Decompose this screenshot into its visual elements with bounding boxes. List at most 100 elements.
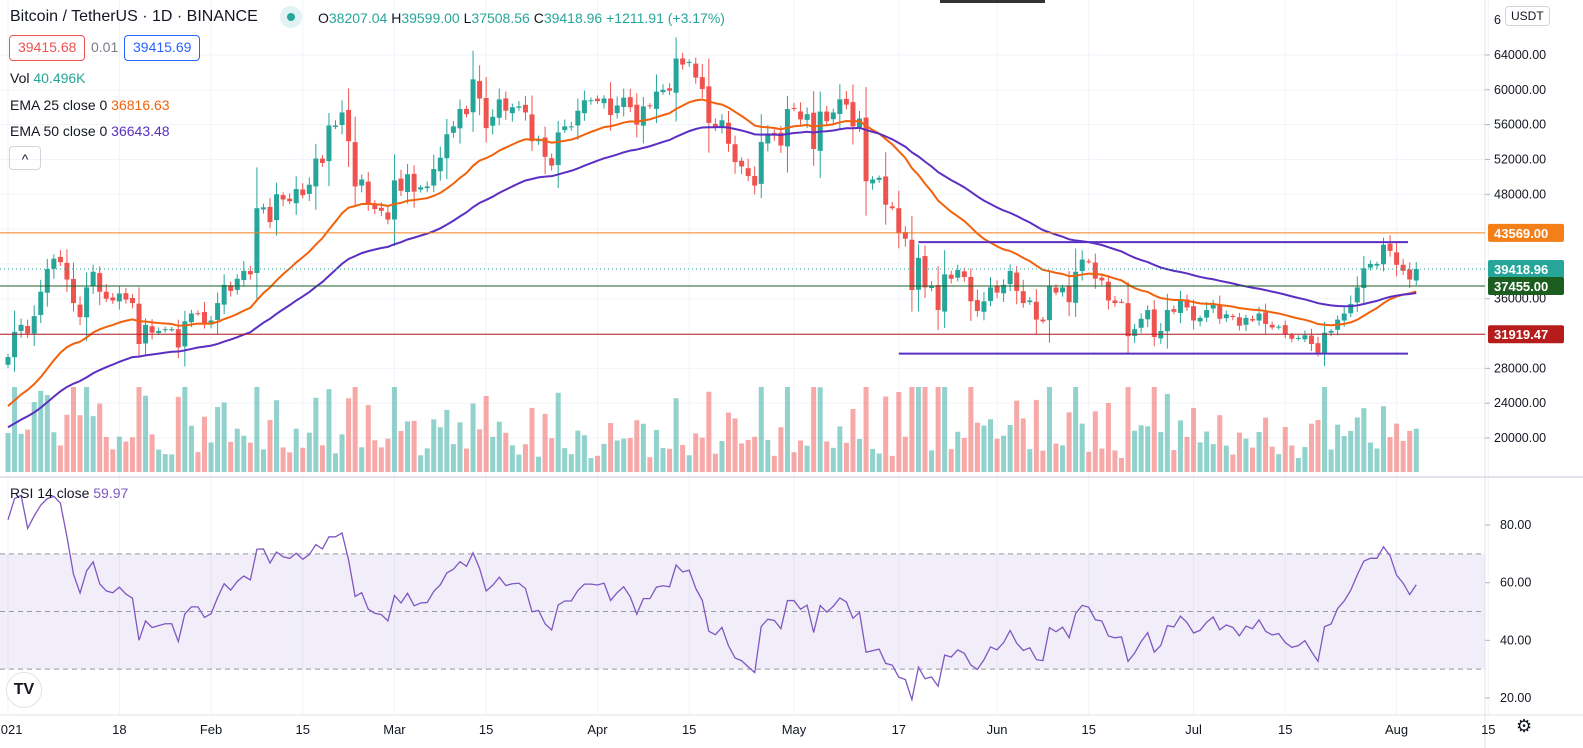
candle-body	[300, 189, 306, 196]
candle-body	[1073, 271, 1079, 303]
settings-gear-icon[interactable]: ⚙	[1516, 716, 1533, 736]
volume-bar	[562, 448, 568, 472]
candle-body	[116, 293, 122, 302]
candle-body	[1046, 286, 1052, 321]
candle-body	[156, 330, 162, 333]
volume-bar	[470, 403, 476, 472]
rsi-tick-label: 20.00	[1500, 691, 1531, 705]
ema50-legend[interactable]: EMA 50 close 0 36643.48	[10, 123, 170, 139]
candle	[778, 125, 784, 153]
candle-body	[202, 312, 207, 324]
candle	[12, 310, 18, 372]
candle-body	[686, 61, 692, 63]
candle	[129, 294, 135, 309]
candle	[608, 82, 614, 131]
candle-body	[195, 313, 201, 315]
collapse-legend-button[interactable]: ^	[9, 146, 41, 170]
candle	[1164, 293, 1170, 349]
volume-bar	[503, 432, 509, 472]
candle	[1079, 250, 1085, 281]
volume-bar	[909, 387, 915, 472]
volume-bar	[352, 387, 358, 472]
candle	[647, 103, 653, 110]
symbol-title[interactable]: Bitcoin / TetherUS · 1D · BINANCE	[10, 8, 258, 25]
candle-body	[444, 134, 450, 159]
candle	[274, 182, 280, 236]
buy-button[interactable]: 39415.69	[124, 35, 201, 61]
volume-bar	[1171, 450, 1177, 472]
candle-body	[241, 270, 247, 281]
price-tick-label: 28000.00	[1494, 361, 1546, 375]
candle	[44, 258, 50, 307]
candle	[627, 88, 633, 113]
candle	[503, 91, 509, 120]
candle-body	[726, 122, 731, 144]
volume-bar	[1394, 423, 1400, 472]
candle-body	[267, 206, 273, 223]
candle	[1027, 296, 1033, 305]
candle	[346, 88, 352, 167]
candle	[660, 84, 666, 95]
volume-bar	[843, 442, 849, 472]
volume-bar	[516, 454, 522, 472]
candle	[974, 289, 980, 317]
candle	[418, 185, 424, 193]
time-tick-label: 15	[682, 722, 696, 737]
volume-bar	[863, 387, 869, 472]
ema25-legend[interactable]: EMA 25 close 0 36816.63	[10, 97, 170, 113]
rsi-legend[interactable]: RSI 14 close 59.97	[10, 485, 129, 501]
candle	[477, 65, 483, 116]
candle-body	[1328, 330, 1334, 333]
candle-body	[274, 194, 280, 221]
volume-bar	[1073, 387, 1079, 472]
candle	[287, 193, 293, 205]
volume-bar	[680, 444, 686, 472]
candle	[568, 121, 574, 131]
price-label: 43569.00	[1494, 226, 1548, 241]
candle-body	[608, 98, 614, 116]
volume-bar	[902, 436, 908, 472]
volume-bar	[693, 433, 699, 472]
candle-body	[418, 187, 424, 190]
sell-button[interactable]: 39415.68	[9, 35, 86, 61]
candle-body	[378, 207, 384, 211]
candle	[909, 215, 915, 312]
candle-body	[614, 105, 620, 114]
candle-body	[935, 285, 941, 311]
tradingview-logo[interactable]: TV	[6, 672, 42, 708]
volume-bar	[791, 452, 797, 472]
candle-body	[1014, 272, 1020, 291]
time-tick-label: 15	[1082, 722, 1096, 737]
volume-bar	[640, 423, 646, 472]
candle-body	[1223, 314, 1229, 319]
volume-bar	[529, 407, 535, 472]
candle	[915, 244, 921, 312]
candle-body	[450, 126, 456, 133]
candle	[1184, 294, 1190, 311]
candle	[798, 102, 804, 127]
candle-body	[988, 287, 993, 302]
volume-legend[interactable]: Vol 40.496K	[10, 70, 86, 86]
volume-bar	[1138, 425, 1144, 472]
time-tick-label: Jun	[987, 722, 1008, 737]
candle-body	[110, 297, 116, 301]
volume-bar	[365, 405, 371, 472]
candle-body	[660, 89, 666, 93]
candle-body	[169, 329, 175, 331]
candle	[726, 110, 731, 152]
candle	[319, 154, 325, 167]
volume-bar	[536, 456, 542, 472]
candle	[1328, 329, 1334, 337]
candle	[1269, 321, 1275, 330]
currency-button[interactable]: USDT	[1505, 6, 1550, 26]
candle-body	[765, 133, 771, 144]
candle-body	[994, 285, 1000, 293]
candle-body	[621, 97, 627, 108]
candle	[1040, 316, 1046, 324]
price-tick-label: 48000.00	[1494, 187, 1546, 201]
candle	[5, 353, 11, 368]
candle	[1132, 324, 1138, 343]
candle	[1374, 261, 1380, 270]
candle	[1046, 269, 1052, 343]
